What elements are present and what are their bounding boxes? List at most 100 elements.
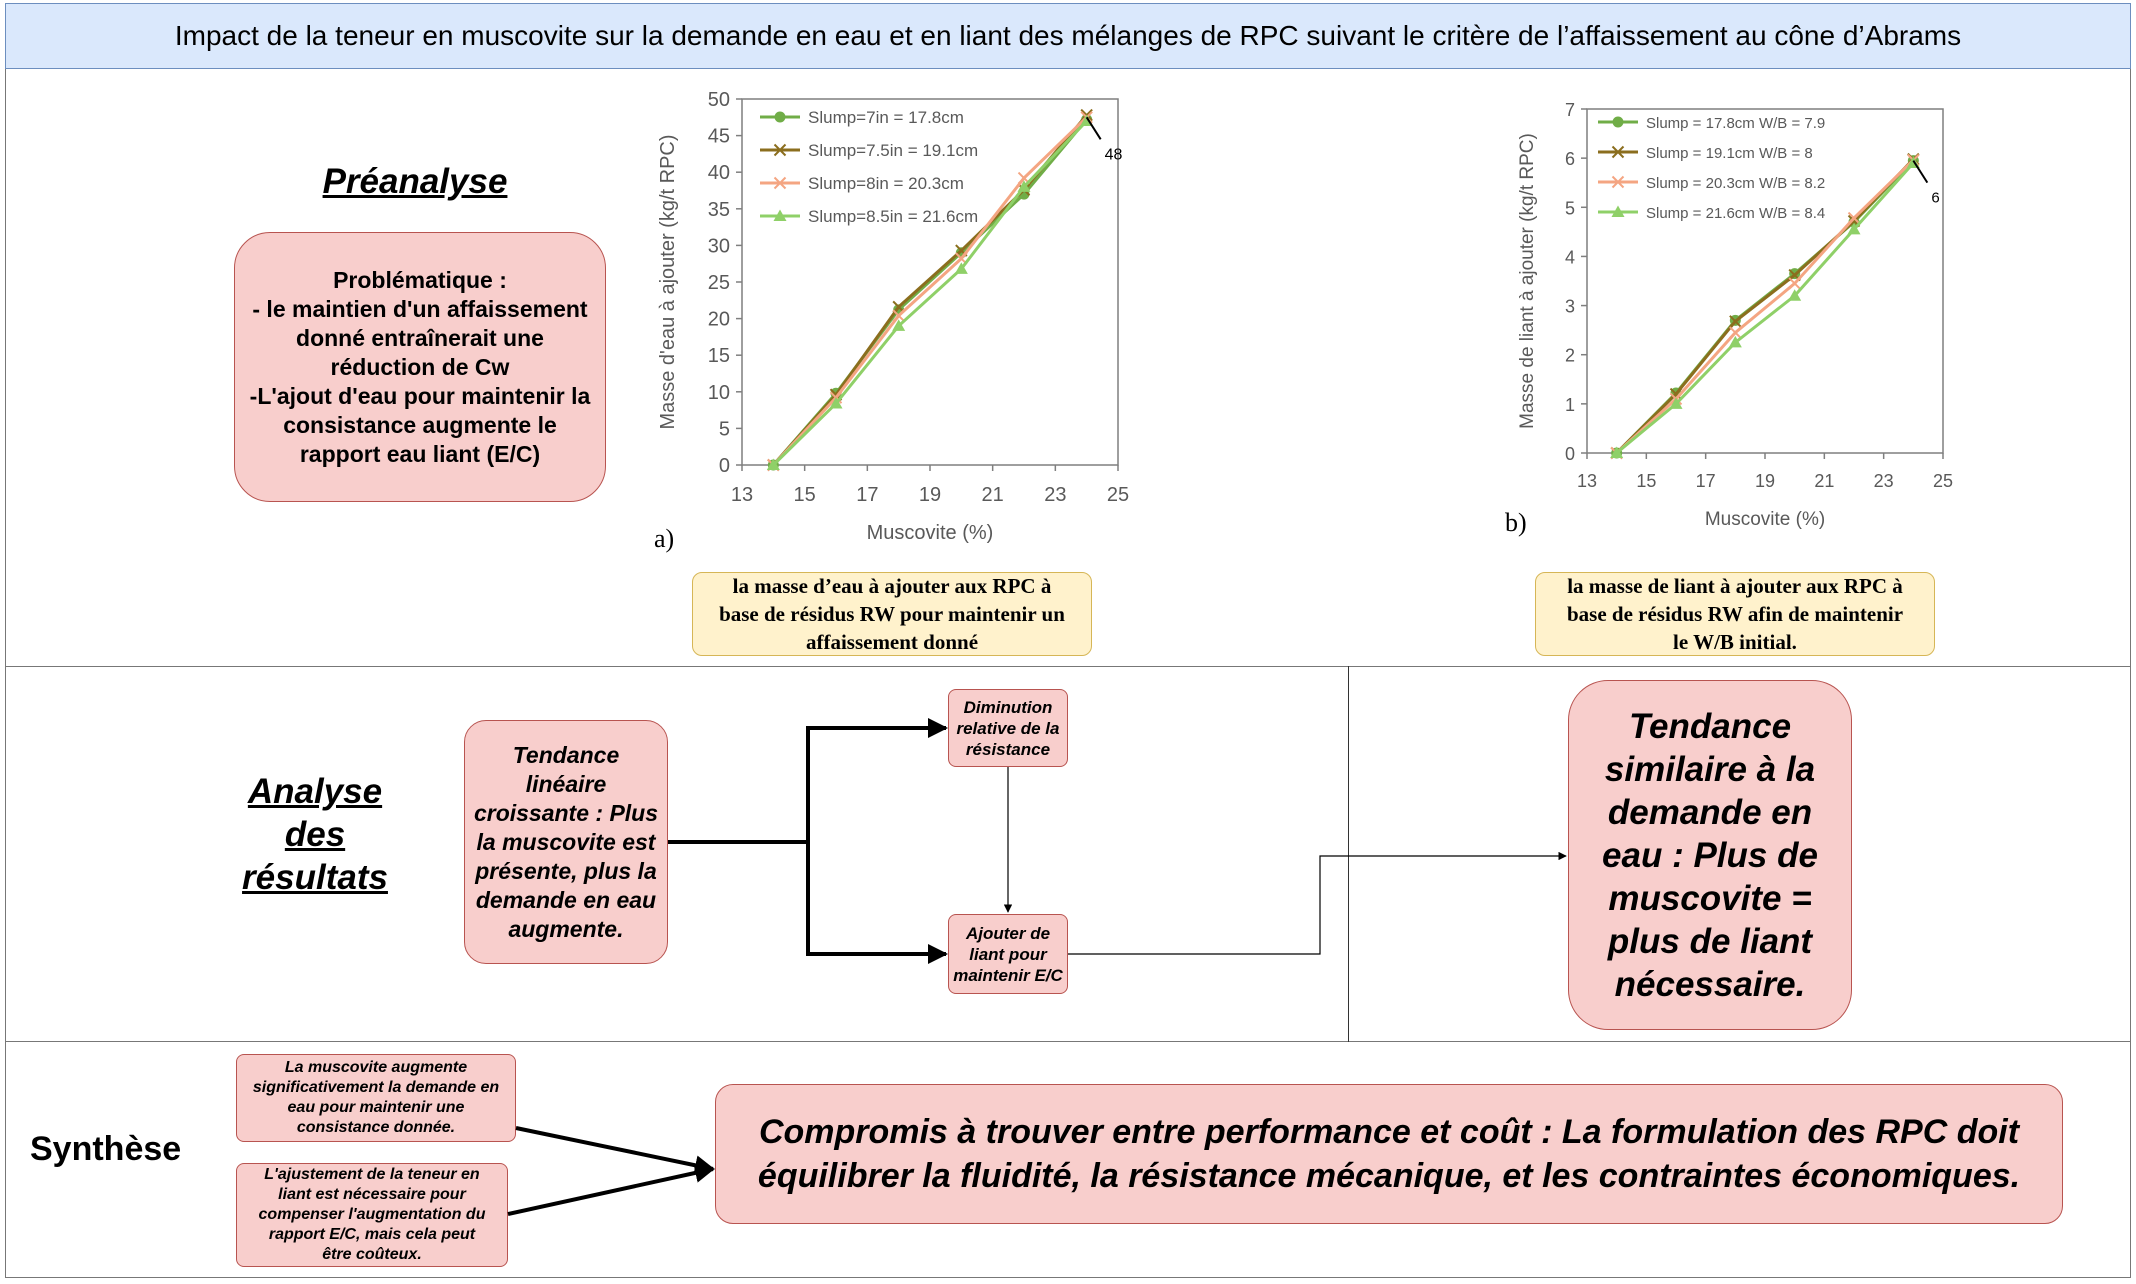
y-axis-label: Masse d'eau à ajouter (kg/t RPC) bbox=[657, 134, 679, 429]
y-tick-label: 45 bbox=[708, 126, 730, 148]
synthese-box-2-line: compenser l'augmentation du bbox=[258, 1206, 486, 1223]
synthese-box-2-line: rapport E/C, mais cela peut bbox=[268, 1226, 476, 1243]
y-tick-label: 35 bbox=[708, 199, 730, 221]
diagram-title-text: Impact de la teneur en muscovite sur la … bbox=[174, 20, 1962, 51]
caption-line: la masse d’eau à ajouter aux RPC à bbox=[732, 574, 1052, 598]
problem-box: Problématique : - le maintien d'un affai… bbox=[234, 232, 606, 502]
y-tick-label: 0 bbox=[1565, 444, 1575, 464]
problem-line: réduction de Cw bbox=[330, 353, 510, 380]
data-point bbox=[1788, 289, 1802, 301]
legend-entry: Slump = 20.3cm W/B = 8.2 bbox=[1646, 175, 1825, 192]
legend-swatch-marker bbox=[773, 176, 787, 190]
diminution-line: relative de la bbox=[956, 718, 1060, 738]
section-analyse bbox=[5, 666, 2131, 1042]
legend-entry: Slump = 21.6cm W/B = 8.4 bbox=[1646, 205, 1825, 222]
conclusion-box: Compromis à trouver entre performance et… bbox=[715, 1084, 2063, 1224]
x-tick-label: 19 bbox=[919, 484, 941, 506]
series-line bbox=[772, 119, 1088, 467]
synthese-box-2-line: liant est nécessaire pour bbox=[278, 1186, 466, 1203]
analyse-divider bbox=[1348, 666, 1349, 1042]
caption-line: le W/B initial. bbox=[1673, 630, 1797, 654]
synthese-box-1: La muscovite augmente significativement … bbox=[236, 1054, 516, 1142]
big-trend-line: similaire à la bbox=[1604, 749, 1816, 789]
section-synthese bbox=[5, 1042, 2131, 1278]
legend-entry: Slump = 17.8cm W/B = 7.9 bbox=[1646, 115, 1825, 132]
section-preanalyse bbox=[5, 69, 2131, 666]
data-point bbox=[892, 309, 905, 322]
ajouter-line: liant pour bbox=[969, 944, 1047, 964]
y-tick-label: 1 bbox=[1565, 395, 1575, 415]
x-tick-label: 25 bbox=[1107, 484, 1129, 506]
y-tick-label: 7 bbox=[1565, 100, 1575, 120]
x-tick-label: 21 bbox=[982, 484, 1004, 506]
y-tick-label: 5 bbox=[719, 418, 730, 440]
data-point bbox=[829, 397, 843, 409]
ajouter-line: maintenir E/C bbox=[953, 965, 1063, 985]
data-point bbox=[1847, 222, 1861, 235]
legend-swatch-marker bbox=[1611, 175, 1625, 189]
x-tick-label: 15 bbox=[1636, 471, 1656, 491]
y-tick-label: 50 bbox=[708, 89, 730, 111]
x-tick-label: 21 bbox=[1814, 471, 1834, 491]
big-trend-box: Tendance similaire à la demande en eau :… bbox=[1568, 680, 1852, 1030]
data-point bbox=[1669, 387, 1683, 401]
series-line bbox=[1615, 158, 1915, 455]
problem-line: -L'ajout d'eau pour maintenir la bbox=[249, 382, 591, 409]
big-trend-line: demande en bbox=[1607, 792, 1813, 832]
big-trend-line: plus de liant bbox=[1607, 921, 1813, 961]
problem-line: donné entraînerait une bbox=[296, 324, 544, 351]
x-tick-label: 17 bbox=[856, 484, 878, 506]
x-axis-label: Muscovite (%) bbox=[1705, 509, 1825, 530]
trend-line: croissante : Plus bbox=[473, 799, 659, 826]
legend-swatch-marker bbox=[1612, 116, 1624, 128]
synthese-box-1-line: consistance donnée. bbox=[296, 1119, 456, 1136]
data-point bbox=[1788, 277, 1801, 290]
synthese-heading: Synthèse bbox=[30, 1130, 182, 1168]
series-line bbox=[772, 116, 1088, 467]
y-tick-label: 0 bbox=[719, 455, 730, 477]
annotation-leader bbox=[1085, 116, 1102, 140]
trend-line: augmente. bbox=[508, 915, 624, 942]
problem-line: - le maintien d'un affaissement bbox=[252, 295, 588, 322]
x-tick-label: 13 bbox=[731, 484, 753, 506]
series-group bbox=[766, 114, 1094, 470]
analyse-heading-line: résultats bbox=[242, 858, 388, 897]
trend-line: linéaire bbox=[525, 770, 607, 797]
ajouter-line: Ajouter de bbox=[965, 923, 1051, 943]
data-point bbox=[1669, 397, 1683, 409]
y-tick-label: 10 bbox=[708, 382, 730, 404]
x-tick-label: 23 bbox=[1874, 471, 1894, 491]
diagram-title: Impact de la teneur en muscovite sur la … bbox=[5, 3, 2131, 69]
series-group bbox=[767, 108, 1093, 472]
ajouter-liant-box: Ajouter de liant pour maintenir E/C bbox=[948, 914, 1068, 994]
legend-entry: Slump=7.5in = 19.1cm bbox=[808, 141, 978, 160]
problem-line: Problématique : bbox=[333, 266, 507, 293]
data-point bbox=[892, 319, 906, 331]
caption-line: affaissement donné bbox=[805, 630, 979, 654]
y-tick-label: 3 bbox=[1565, 297, 1575, 317]
preanalyse-heading: Préanalyse bbox=[322, 162, 508, 201]
legend-entry: Slump=8.5in = 21.6cm bbox=[808, 207, 978, 226]
y-tick-label: 20 bbox=[708, 309, 730, 331]
x-axis-label: Muscovite (%) bbox=[867, 522, 994, 544]
annotation-leader bbox=[1912, 160, 1929, 184]
y-tick-label: 25 bbox=[708, 272, 730, 294]
caption-line: base de résidus RW afin de maintenir bbox=[1566, 602, 1904, 626]
data-point bbox=[1610, 446, 1624, 458]
legend-swatch-marker bbox=[1611, 145, 1625, 159]
x-tick-label: 15 bbox=[794, 484, 816, 506]
x-tick-label: 25 bbox=[1933, 471, 1953, 491]
conclusion-line: équilibrer la fluidité, la résistance mé… bbox=[757, 1157, 2021, 1195]
series-line bbox=[1615, 159, 1915, 455]
series-line bbox=[1615, 162, 1915, 455]
synthese-box-1-line: eau pour maintenir une bbox=[287, 1099, 465, 1116]
data-point bbox=[1729, 315, 1742, 328]
annotation-label: 6 bbox=[1931, 190, 1939, 207]
diminution-box: Diminution relative de la résistance bbox=[948, 689, 1068, 767]
y-tick-label: 6 bbox=[1565, 149, 1575, 169]
analyse-heading-line: Analyse bbox=[247, 772, 383, 811]
legend-swatch-marker bbox=[773, 209, 787, 221]
y-tick-label: 15 bbox=[708, 345, 730, 367]
diminution-line: résistance bbox=[965, 739, 1051, 759]
x-tick-label: 19 bbox=[1755, 471, 1775, 491]
